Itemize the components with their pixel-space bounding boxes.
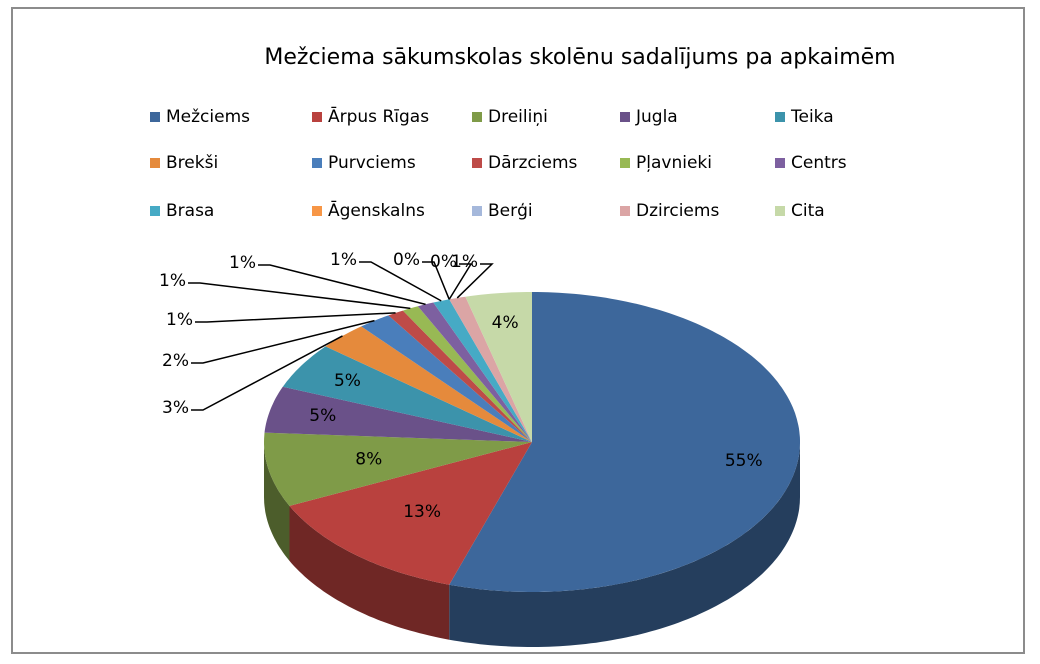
chart-title: Mežciema sākumskolas skolēnu sadalījums … [264,45,895,70]
slice [264,386,532,442]
legend-swatch [472,112,482,122]
legend-label: Ārpus Rīgas [328,105,429,127]
data-label: 1% [166,310,193,330]
data-label: 0% [393,250,420,270]
legend-swatch [620,158,630,168]
slice-side [449,442,800,647]
legend-label: Purvciems [328,153,416,173]
leader-line [456,263,494,299]
data-label: 13% [403,502,441,522]
leader-line [191,335,343,411]
data-label: 1% [159,271,186,291]
data-label: 5% [309,406,336,426]
legend-label: Brasa [166,201,214,221]
data-label: 2% [162,351,189,371]
leader-line [258,264,426,306]
data-label: 1% [229,253,256,273]
slice [282,346,532,442]
legend-swatch [150,112,160,122]
legend-label: Jugla [635,107,678,127]
legend-swatch [775,206,785,216]
legend-swatch [312,206,322,216]
slice [465,292,532,442]
slice [289,442,532,585]
legend-swatch [150,206,160,216]
slice [361,315,532,442]
leader-line [188,282,411,310]
slice [402,306,532,442]
legend-swatch [472,206,482,216]
slice-side [289,505,450,640]
legend-swatch [312,158,322,168]
leader-line [359,261,442,302]
data-label: 3% [162,398,189,418]
legend-label: Dārzciems [488,153,578,173]
legend-label: Brekši [166,153,218,173]
legend-label: Dreiliņi [488,107,548,127]
legend-swatch [620,112,630,122]
slice [449,296,532,442]
data-label: 8% [355,449,382,469]
legend-label: Teika [790,107,834,127]
data-label: 5% [334,371,361,391]
legend-label: Dzirciems [636,201,719,221]
legend-label: Centrs [791,153,847,173]
slice [417,302,532,442]
slice-side [264,442,290,561]
legend-label: Cita [791,201,825,221]
legend-swatch [620,206,630,216]
legend-label: Pļavnieki [636,153,712,173]
data-label: 0% [430,252,457,272]
leader-line [448,263,473,300]
legend-label: Mežciems [166,107,250,127]
slice [325,326,532,442]
data-label: 4% [492,313,519,333]
data-label: 1% [451,252,478,272]
slice [388,310,532,442]
legend-swatch [150,158,160,168]
slice [449,292,800,592]
legend-swatch [775,158,785,168]
data-label: 55% [725,451,763,471]
data-label: 1% [330,250,357,270]
legend-label: Āgenskalns [328,199,425,221]
slice [433,299,532,442]
legend-swatch [472,158,482,168]
legend-swatch [775,112,785,122]
legend-swatch [312,112,322,122]
leader-line [195,312,396,323]
leader-line [422,261,450,300]
slice [264,432,532,506]
legend-label: Berģi [488,201,533,221]
leader-line [191,319,375,364]
